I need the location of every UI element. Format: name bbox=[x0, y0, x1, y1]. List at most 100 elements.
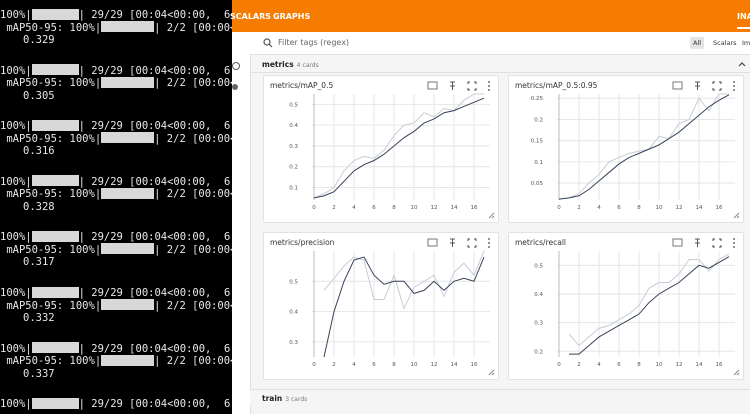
icon[interactable] bbox=[450, 238, 455, 247]
text: | 29/29 [00:04<00:00, 6. bbox=[78, 120, 232, 133]
x-tick-label: 0 bbox=[557, 205, 561, 211]
x-tick-label: 12 bbox=[431, 362, 438, 368]
icon[interactable] bbox=[733, 246, 735, 248]
text: | 29/29 [00:04<00:00, 6. bbox=[78, 398, 232, 411]
terminal-line: 100%| | 29/29 [00:04<00:00, 6. bbox=[0, 286, 232, 300]
x-tick-label: 6 bbox=[617, 205, 621, 211]
filter-button[interactable]: All bbox=[690, 37, 705, 49]
smoothed-line bbox=[323, 256, 485, 358]
icon[interactable] bbox=[467, 238, 477, 248]
x-tick-label: 0 bbox=[312, 362, 316, 368]
text: | 2/2 [00:00<0 bbox=[154, 355, 232, 368]
terminal-line: 100%| | 29/29 [00:04<00:00, 6. bbox=[0, 64, 232, 78]
terminal-line: mAP50-95: 100%| | 2/2 [00:00<0 bbox=[0, 21, 232, 35]
raw-line bbox=[558, 93, 729, 200]
tab-active[interactable]: INA bbox=[737, 12, 750, 29]
text: | 2/2 [00:00<0 bbox=[154, 299, 232, 312]
x-tick-label: 10 bbox=[656, 362, 663, 368]
icon[interactable] bbox=[733, 89, 735, 91]
smoothed-line bbox=[569, 256, 730, 355]
icon[interactable] bbox=[232, 62, 240, 70]
progress-bar bbox=[31, 175, 79, 187]
terminal-line: 0.316 bbox=[23, 145, 55, 158]
icon[interactable] bbox=[232, 84, 238, 90]
resize-handle[interactable] bbox=[488, 369, 495, 376]
icon[interactable] bbox=[712, 238, 722, 248]
y-tick-label: 0.5 bbox=[289, 102, 298, 108]
text: | 2/2 [00:00<0 bbox=[154, 188, 232, 201]
text: | 29/29 [00:04<00:00, 6. bbox=[78, 9, 232, 21]
text: | 2/2 [00:00<0 bbox=[154, 21, 232, 34]
y-tick-label: 0.2 bbox=[289, 165, 298, 171]
icon[interactable] bbox=[733, 242, 735, 244]
section-header[interactable]: metrics 4 cards bbox=[250, 56, 750, 73]
search-input[interactable]: Filter tags (regex) bbox=[278, 38, 350, 47]
y-tick-label: 0.3 bbox=[534, 321, 543, 327]
chart-card: metrics/recall 0.2 0.3 0.4 0.5 0 2 4 6 8 10 12 14 16 bbox=[508, 232, 744, 380]
icon[interactable] bbox=[733, 85, 735, 87]
chart: metrics/mAP_0.5:0.95 0.05 0.1 0.15 0.2 0.25 0 2… bbox=[515, 81, 740, 219]
progress-bar bbox=[31, 64, 79, 76]
chart-card: metrics/mAP_0.5:0.95 0.05 0.1 0.15 0.2 0.25 0 2… bbox=[508, 75, 744, 223]
terminal-line: 0.305 bbox=[23, 89, 55, 102]
progress-bar bbox=[31, 286, 79, 298]
progress-bar bbox=[101, 299, 155, 310]
x-tick-label: 4 bbox=[352, 362, 356, 368]
terminal-line: 100%| | 29/29 [00:04<00:00, 6. bbox=[0, 397, 232, 411]
chart: metrics/mAP_0.5 0.1 0.2 0.3 0.4 0.5 0 2 4 6 8 10 12 1… bbox=[270, 81, 495, 219]
x-tick-label: 14 bbox=[696, 205, 703, 211]
resize-handle[interactable] bbox=[733, 369, 740, 376]
section-header[interactable]: train 3 cards bbox=[250, 389, 750, 406]
x-tick-label: 14 bbox=[451, 205, 458, 211]
progress-bar bbox=[101, 243, 155, 255]
progress-bar bbox=[31, 119, 79, 131]
icon[interactable] bbox=[712, 81, 722, 91]
x-tick-label: 8 bbox=[637, 205, 641, 211]
y-tick-label: 0.15 bbox=[531, 139, 544, 145]
x-tick-label: 14 bbox=[696, 362, 703, 368]
text: | 29/29 [00:04<00:00, 6. bbox=[78, 287, 232, 299]
card-title: metrics/precision bbox=[270, 238, 335, 247]
icon[interactable] bbox=[488, 81, 490, 83]
x-tick-label: 16 bbox=[471, 205, 478, 211]
filter-button[interactable]: Im bbox=[742, 39, 750, 47]
icon[interactable] bbox=[488, 85, 490, 87]
x-tick-label: 0 bbox=[312, 205, 316, 211]
icon[interactable] bbox=[733, 81, 735, 83]
icon[interactable] bbox=[733, 238, 735, 240]
text: mAP50-95: 100%| bbox=[0, 188, 102, 201]
icon[interactable] bbox=[695, 81, 700, 90]
x-tick-label: 6 bbox=[372, 362, 376, 368]
x-tick-label: 10 bbox=[411, 205, 418, 211]
x-tick-label: 0 bbox=[557, 362, 561, 368]
icon[interactable] bbox=[488, 238, 490, 240]
resize-handle[interactable] bbox=[488, 212, 495, 219]
filter-button[interactable]: Scalars bbox=[713, 39, 737, 47]
resize-handle[interactable] bbox=[733, 212, 740, 219]
terminal-line: 0.317 bbox=[23, 256, 55, 269]
x-tick-label: 10 bbox=[411, 362, 418, 368]
card-title: metrics/recall bbox=[515, 238, 566, 247]
chevron[interactable] bbox=[738, 60, 746, 68]
icon[interactable] bbox=[488, 242, 490, 244]
tab[interactable]: GRAPHS bbox=[273, 12, 311, 21]
icon[interactable] bbox=[488, 89, 490, 91]
icon[interactable] bbox=[672, 238, 683, 247]
y-tick-label: 0.1 bbox=[289, 186, 298, 192]
text: mAP50-95: 100%| bbox=[0, 299, 102, 312]
icon[interactable] bbox=[672, 81, 683, 90]
x-tick-label: 4 bbox=[352, 205, 356, 211]
icon[interactable] bbox=[695, 238, 700, 247]
terminal-line: 100%| | 29/29 [00:04<00:00, 6. bbox=[0, 119, 232, 133]
search-icon bbox=[263, 38, 273, 48]
icon[interactable] bbox=[467, 81, 477, 91]
y-tick-label: 0.3 bbox=[289, 340, 298, 346]
section-name: metrics bbox=[262, 60, 294, 69]
icon[interactable] bbox=[450, 81, 455, 90]
terminal-line: 100%| | 29/29 [00:04<00:00, 6. bbox=[0, 175, 232, 189]
icon[interactable] bbox=[427, 81, 438, 90]
icon[interactable] bbox=[488, 246, 490, 248]
tab[interactable]: SCALARS bbox=[230, 12, 272, 21]
icon[interactable] bbox=[427, 238, 438, 247]
